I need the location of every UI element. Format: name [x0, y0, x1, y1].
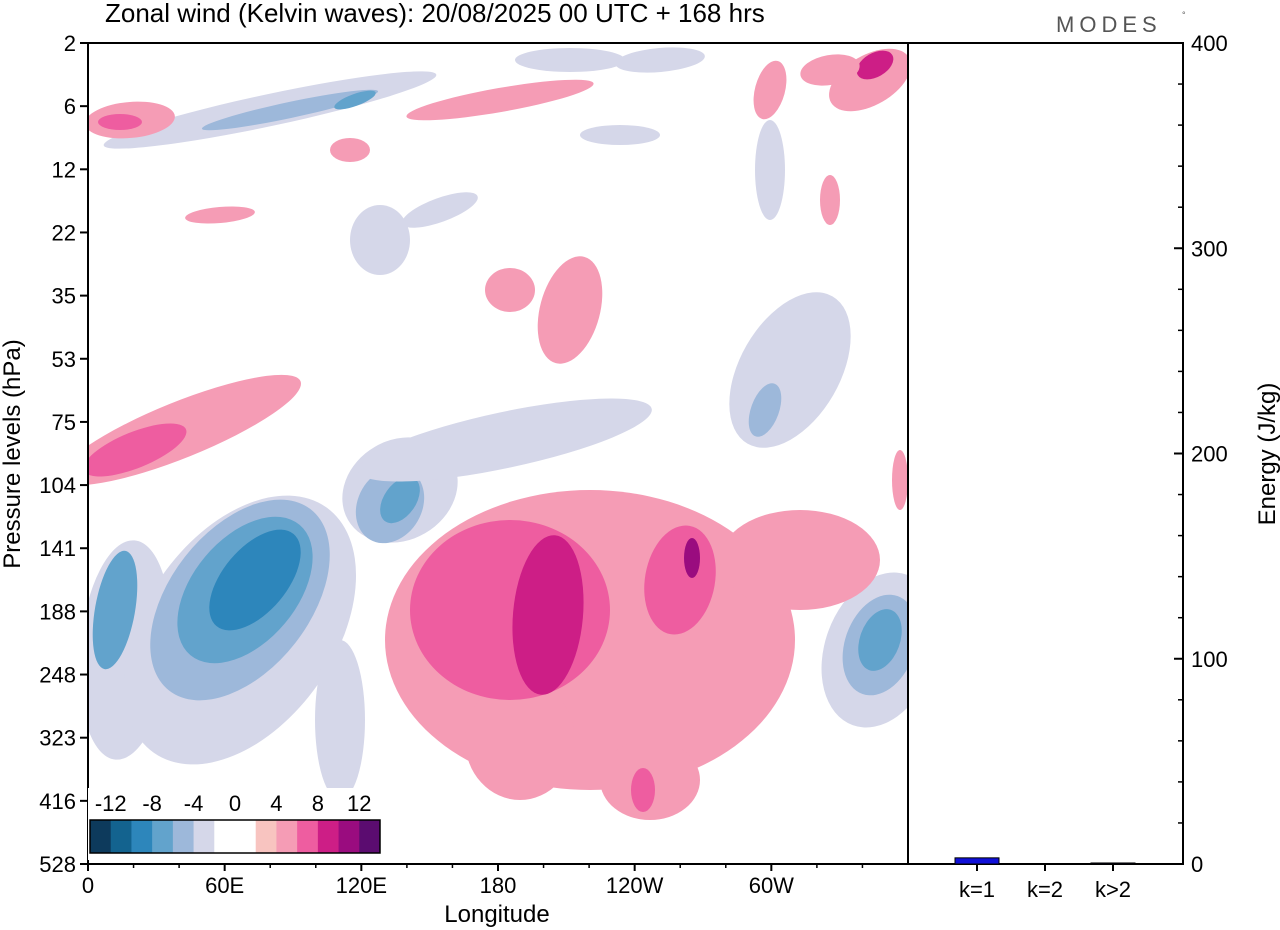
wind-anomaly-region: [856, 50, 894, 80]
pressure-tick-label: 141: [39, 536, 76, 561]
energy-tick-label: 0: [1191, 852, 1203, 877]
wavenumber-tick-label: k=1: [959, 877, 995, 902]
wind-anomaly-region: [92, 550, 138, 670]
modes-logo: MODES: [1056, 12, 1162, 37]
colorbar-label: 0: [229, 791, 241, 816]
longitude-ticks: 0 60E 120E 180 120W 60W: [82, 864, 864, 898]
pressure-ticks: 2 6 12 22 35 53 75 104 141 188 248 323 416 528: [39, 31, 88, 877]
colorbar-swatch: [214, 820, 236, 853]
pressure-tick-label: 35: [52, 284, 76, 309]
trademark-icon: °: [1182, 10, 1186, 20]
energy-bar: [1090, 862, 1136, 865]
energy-tick-label: 100: [1191, 647, 1228, 672]
longitude-tick-label: 0: [82, 873, 94, 898]
energy-ticks: 0 100 200 300 400: [1174, 31, 1228, 877]
colorbar-label: -8: [142, 791, 162, 816]
energy-axis-label: Energy (J/kg): [1254, 383, 1280, 526]
pressure-tick-label: 12: [52, 157, 76, 182]
colorbar-swatch: [359, 820, 381, 853]
pressure-tick-label: 188: [39, 599, 76, 624]
colorbar-label: -4: [184, 791, 204, 816]
wind-anomaly-region: [892, 450, 908, 510]
wind-anomaly-region: [720, 510, 880, 610]
chart-title: Zonal wind (Kelvin waves): 20/08/2025 00…: [105, 0, 765, 28]
colorbar-swatch: [152, 820, 174, 853]
wind-anomaly-region: [537, 256, 603, 364]
colorbar-swatch: [317, 820, 340, 853]
colorbar-swatch: [297, 820, 319, 853]
pressure-tick-label: 6: [64, 94, 76, 119]
wind-anomaly-region: [515, 48, 625, 72]
wind-anomaly-region: [580, 125, 660, 145]
wind-anomaly-region: [315, 640, 365, 800]
wind-anomaly-region: [350, 205, 410, 275]
wind-anomaly-region: [98, 114, 142, 130]
heatmap-field: [88, 47, 908, 820]
colorbar-swatch: [193, 820, 215, 853]
wind-anomaly-region: [465, 680, 575, 800]
longitude-tick-label: 180: [480, 873, 517, 898]
wind-anomaly-region: [406, 79, 594, 121]
x-axis-label: Longitude: [444, 901, 549, 928]
wind-anomaly-region: [201, 89, 379, 131]
wind-anomaly-region: [512, 535, 584, 695]
colorbar-label: 4: [270, 791, 282, 816]
wind-anomaly-region: [330, 138, 370, 162]
wind-anomaly-region: [753, 60, 787, 120]
wind-anomaly-region: [748, 383, 782, 437]
colorbar-swatch: [235, 820, 257, 853]
wind-anomaly-region: [334, 90, 376, 110]
wind-anomaly-region: [631, 768, 655, 812]
pressure-tick-label: 2: [64, 31, 76, 56]
wavenumber-tick-label: k>2: [1095, 877, 1131, 902]
colorbar-label: 12: [347, 791, 371, 816]
pressure-tick-label: 416: [39, 789, 76, 814]
wind-anomaly-region: [755, 120, 785, 220]
wind-anomaly-region: [185, 206, 255, 224]
wind-anomaly-region: [358, 398, 652, 482]
wind-anomaly-region: [209, 529, 301, 631]
wind-anomaly-region: [88, 423, 187, 477]
colorbar: [89, 819, 381, 854]
wind-anomaly-region: [380, 476, 420, 524]
colorbar-border: [89, 819, 381, 854]
pressure-tick-label: 22: [52, 220, 76, 245]
pressure-tick-label: 323: [39, 726, 76, 751]
wind-anomaly-region: [402, 192, 478, 228]
longitude-tick-label: 60W: [749, 873, 794, 898]
energy-tick-label: 400: [1191, 31, 1228, 56]
longitude-tick-label: 60E: [205, 873, 244, 898]
wind-anomaly-region: [684, 538, 700, 578]
colorbar-label: -12: [95, 791, 127, 816]
wavenumber-ticks: k=1 k=2 k>2: [959, 864, 1131, 902]
colorbar-label: 8: [312, 791, 324, 816]
colorbar-swatch: [338, 820, 360, 853]
pressure-tick-label: 528: [39, 852, 76, 877]
colorbar-swatch: [255, 820, 277, 853]
energy-tick-label: 200: [1191, 442, 1228, 467]
colorbar-swatch: [131, 820, 153, 853]
wind-anomaly-region: [820, 175, 840, 225]
colorbar-swatch: [90, 820, 112, 853]
colorbar-swatch: [276, 820, 298, 853]
pressure-tick-label: 53: [52, 347, 76, 372]
pressure-tick-label: 248: [39, 663, 76, 688]
colorbar-swatch: [172, 820, 195, 853]
longitude-tick-label: 120E: [336, 873, 387, 898]
wind-anomaly-region: [858, 609, 902, 671]
pressure-tick-label: 75: [52, 410, 76, 435]
wind-anomaly-region: [800, 54, 860, 86]
colorbar-labels: -12 -8 -4 0 4 8 12: [95, 791, 372, 816]
colorbar-swatch: [110, 820, 132, 853]
energy-tick-label: 300: [1191, 236, 1228, 261]
energy-bar: [954, 857, 1000, 865]
wind-anomaly-region: [485, 268, 535, 312]
wind-anomaly-region: [615, 47, 705, 73]
longitude-tick-label: 120W: [606, 873, 664, 898]
y-axis-label: Pressure levels (hPa): [0, 339, 26, 568]
pressure-tick-label: 104: [39, 473, 76, 498]
wavenumber-tick-label: k=2: [1027, 877, 1063, 902]
